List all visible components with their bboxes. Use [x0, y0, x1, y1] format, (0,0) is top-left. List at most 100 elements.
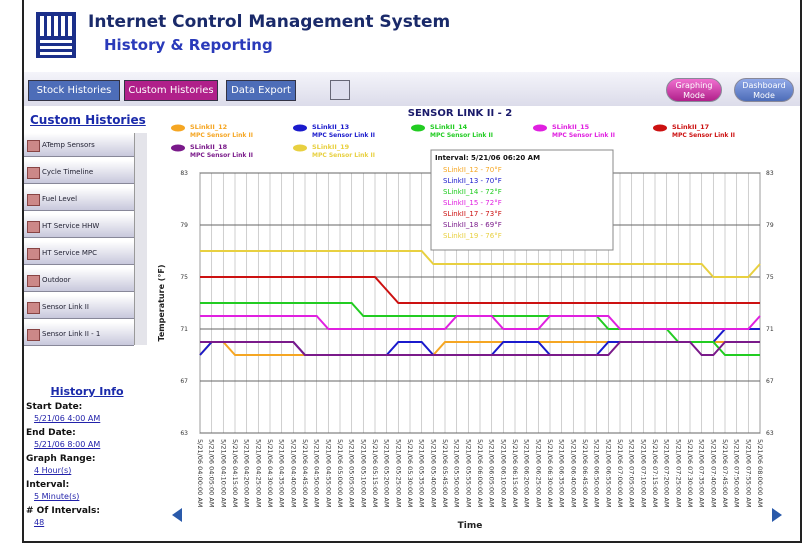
x-tick-label: 5/21/06 05:25:00 AM [394, 439, 402, 507]
legend-swatch [411, 124, 425, 132]
tooltip-line: SLinkII_13 - 70°F [443, 177, 502, 185]
legend-subtitle: MPC Sensor Link II [672, 132, 735, 139]
item-icon [27, 140, 40, 152]
x-tick-label: 5/21/06 07:20:00 AM [663, 439, 671, 507]
x-tick-label: 5/21/06 06:10:00 AM [499, 439, 507, 507]
x-tick-label: 5/21/06 07:50:00 AM [733, 439, 741, 507]
y-tick-label: 83 [180, 170, 188, 177]
info-label: Graph Range: [26, 454, 96, 464]
legend-name: SLinkII_12 [190, 123, 227, 131]
x-tick-label: 5/21/06 04:25:00 AM [254, 439, 262, 507]
x-tick-label: 5/21/06 05:35:00 AM [418, 439, 426, 507]
y2-tick-label: 83 [766, 170, 774, 177]
x-tick-label: 5/21/06 08:00:00 AM [756, 439, 764, 507]
sidebar-item[interactable]: Cycle Timeline [24, 160, 134, 184]
x-tick-label: 5/21/06 05:00:00 AM [336, 439, 344, 507]
app-title: Internet Control Management System [88, 12, 451, 32]
item-icon [27, 329, 40, 341]
legend-name: SLinkII_14 [430, 123, 468, 131]
scroll-right-arrow[interactable] [772, 508, 782, 522]
x-tick-label: 5/21/06 06:30:00 AM [546, 439, 554, 507]
x-tick-label: 5/21/06 04:20:00 AM [243, 439, 251, 507]
x-tick-label: 5/21/06 06:25:00 AM [534, 439, 542, 507]
y-tick-label: 79 [180, 222, 188, 229]
x-tick-label: 5/21/06 05:20:00 AM [383, 439, 391, 507]
y-tick-label: 75 [180, 274, 188, 281]
info-label: Start Date: [26, 402, 83, 412]
sidebar-title: Custom Histories [30, 113, 146, 127]
mode-button[interactable]: Dashboard Mode [734, 78, 794, 102]
calendar-icon[interactable] [330, 80, 350, 100]
legend-subtitle: MPC Sensor Link II [190, 132, 253, 139]
x-tick-label: 5/21/06 04:50:00 AM [313, 439, 321, 507]
x-tick-label: 5/21/06 05:50:00 AM [453, 439, 461, 507]
sidebar-item[interactable]: HT Service MPC [24, 241, 134, 265]
tooltip-line: SLinkII_14 - 72°F [443, 188, 502, 196]
x-tick-label: 5/21/06 04:40:00 AM [289, 439, 297, 507]
x-tick-label: 5/21/06 04:05:00 AM [208, 439, 216, 507]
legend-subtitle: MPC Sensor Link II [312, 152, 375, 159]
legend-name: SLinkII_15 [552, 123, 590, 131]
sidebar-item[interactable]: Fuel Level [24, 187, 134, 211]
series-line [200, 250, 761, 278]
legend-subtitle: MPC Sensor Link II [312, 132, 375, 139]
x-tick-label: 5/21/06 04:10:00 AM [219, 439, 227, 507]
tooltip-line: SLinkII_19 - 76°F [443, 232, 502, 240]
x-tick-label: 5/21/06 06:40:00 AM [569, 439, 577, 507]
item-icon [27, 275, 40, 287]
y2-tick-label: 75 [766, 274, 774, 281]
item-icon [27, 221, 40, 233]
info-label: End Date: [26, 428, 76, 438]
y2-tick-label: 79 [766, 222, 774, 229]
tab-button[interactable]: Custom Histories [124, 80, 218, 101]
legend-name: SLinkII_17 [672, 123, 709, 131]
tab-button[interactable]: Stock Histories [28, 80, 120, 101]
legend-name: SLinkII_18 [190, 143, 228, 151]
x-tick-label: 5/21/06 06:05:00 AM [488, 439, 496, 507]
x-tick-label: 5/21/06 04:30:00 AM [266, 439, 274, 507]
series-line [200, 341, 760, 356]
y2-tick-label: 63 [766, 430, 774, 437]
y2-tick-label: 67 [766, 378, 774, 385]
frame [22, 0, 802, 543]
tooltip-line: SLinkII_15 - 72°F [443, 199, 502, 207]
x-tick-label: 5/21/06 06:55:00 AM [604, 439, 612, 507]
tab-button[interactable]: Data Export [226, 80, 296, 101]
x-tick-label: 5/21/06 04:35:00 AM [278, 439, 286, 507]
series-line [200, 315, 761, 330]
x-tick-label: 5/21/06 06:20:00 AM [523, 439, 531, 507]
x-tick-label: 5/21/06 06:15:00 AM [511, 439, 519, 507]
info-label: # Of Intervals: [26, 506, 100, 516]
app-subtitle: History & Reporting [104, 36, 273, 54]
history-info-title: History Info [50, 385, 124, 398]
sidebar-item[interactable]: Sensor Link II - 1 [24, 322, 134, 346]
y-axis-label: Temperature (°F) [157, 264, 166, 341]
scroll-left-arrow[interactable] [172, 508, 182, 522]
legend-subtitle: MPC Sensor Link II [552, 132, 615, 139]
sidebar-item[interactable]: Sensor Link II [24, 295, 134, 319]
info-value: 5/21/06 4:00 AM [34, 414, 101, 423]
x-tick-label: 5/21/06 06:50:00 AM [593, 439, 601, 507]
logo [36, 12, 76, 58]
x-tick-label: 5/21/06 07:05:00 AM [628, 439, 636, 507]
x-tick-label: 5/21/06 07:10:00 AM [639, 439, 647, 507]
x-tick-label: 5/21/06 07:40:00 AM [709, 439, 717, 507]
x-tick-label: 5/21/06 07:35:00 AM [698, 439, 706, 507]
tooltip-title: Interval: 5/21/06 06:20 AM [435, 154, 540, 162]
sidebar-item[interactable]: ATemp Sensors [24, 133, 134, 157]
x-tick-label: 5/21/06 05:40:00 AM [429, 439, 437, 507]
x-tick-label: 5/21/06 05:15:00 AM [371, 439, 379, 507]
x-tick-label: 5/21/06 07:30:00 AM [686, 439, 694, 507]
mode-button[interactable]: Graphing Mode [666, 78, 722, 102]
item-icon [27, 194, 40, 206]
x-tick-label: 5/21/06 07:00:00 AM [616, 439, 624, 507]
x-tick-label: 5/21/06 05:45:00 AM [441, 439, 449, 507]
sidebar-item[interactable]: Outdoor [24, 268, 134, 292]
legend-subtitle: MPC Sensor Link II [190, 152, 253, 159]
x-tick-label: 5/21/06 05:30:00 AM [406, 439, 414, 507]
sidebar-item[interactable]: HT Service HHW [24, 214, 134, 238]
tooltip-line: SLinkII_17 - 73°F [443, 210, 502, 218]
scrollbar[interactable] [134, 133, 147, 345]
info-value: 48 [34, 518, 45, 527]
